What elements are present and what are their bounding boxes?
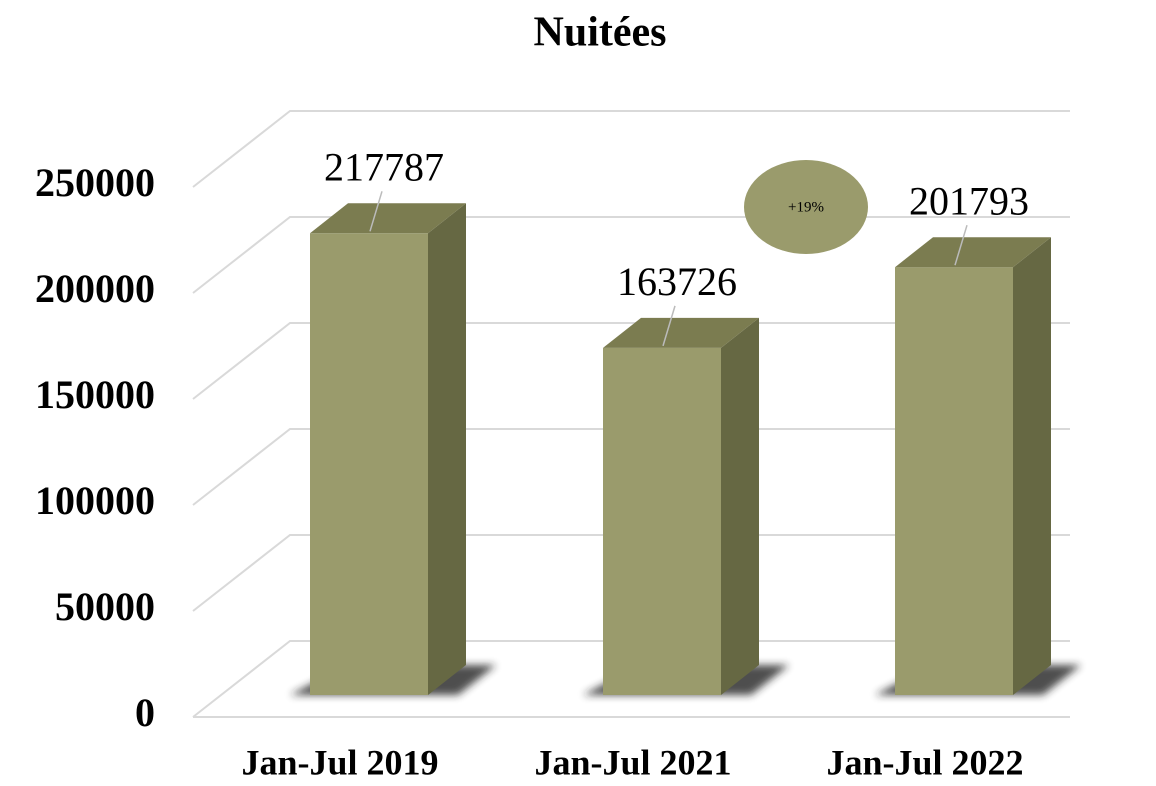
leader-line <box>369 191 383 232</box>
bar-side <box>428 203 466 695</box>
value-label: 217787 <box>324 144 444 189</box>
y-tick-label: 250000 <box>35 160 155 205</box>
x-tick-label: Jan-Jul 2022 <box>826 742 1023 782</box>
bar-front <box>895 267 1013 695</box>
value-label: 201793 <box>909 178 1029 223</box>
bar-front <box>603 347 721 695</box>
annotation: +19% <box>788 199 824 215</box>
grid-line <box>192 428 1070 506</box>
y-tick-label: 200000 <box>35 266 155 311</box>
bar <box>290 203 496 695</box>
y-tick-label: 100000 <box>35 478 155 523</box>
bar <box>583 317 789 695</box>
grid-line <box>192 110 1070 188</box>
y-tick-label: 150000 <box>35 372 155 417</box>
chart-title: Nuitées <box>534 10 667 56</box>
bar-front <box>310 233 428 695</box>
bar <box>875 237 1081 695</box>
grid: 0 50000 100000 150000 200000 250000 <box>35 110 1070 735</box>
y-tick-label: 0 <box>135 690 155 735</box>
grid-line <box>192 640 1070 718</box>
grid-line <box>192 534 1070 612</box>
value-label: 163726 <box>617 259 737 304</box>
annotation-bubble <box>744 160 868 254</box>
leader-line <box>954 224 968 266</box>
bar-top <box>310 203 466 234</box>
bars: 217787 Jan-Jul 2019 163726 Jan-Jul 2021 2017… <box>241 144 1081 782</box>
leader-line <box>662 305 676 347</box>
bar-side <box>1013 237 1051 695</box>
x-tick-label: Jan-Jul 2021 <box>534 742 731 782</box>
y-tick-label: 50000 <box>55 584 155 629</box>
bar-top <box>895 237 1051 268</box>
x-tick-label: Jan-Jul 2019 <box>241 742 438 782</box>
bar-side <box>721 317 759 695</box>
grid-line <box>192 322 1070 400</box>
bar-top <box>603 317 759 348</box>
